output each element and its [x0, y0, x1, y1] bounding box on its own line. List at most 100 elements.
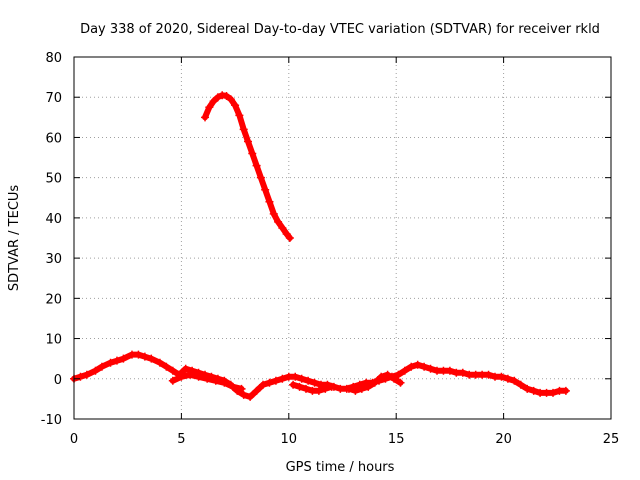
- data-point: [246, 392, 255, 401]
- data-point: [274, 217, 283, 226]
- data-point: [82, 370, 91, 379]
- y-tick-label: 70: [45, 91, 62, 106]
- data-point: [162, 362, 171, 371]
- y-tick-label: 0: [54, 373, 62, 388]
- data-point: [201, 113, 210, 122]
- data-point: [484, 370, 493, 379]
- data-point: [351, 386, 360, 395]
- y-tick-label: -10: [41, 413, 62, 428]
- y-tick-label: 40: [45, 212, 62, 227]
- x-tick-label: 10: [281, 432, 298, 447]
- data-point: [76, 372, 85, 381]
- data-point: [310, 378, 319, 387]
- data-point: [390, 374, 399, 383]
- y-tick-label: 80: [45, 51, 62, 66]
- series-arc-1: [201, 91, 294, 242]
- series-arc-2: [70, 350, 570, 401]
- axes: 0 5 10 15 20 25 -10 0 10 20 30 40 50 60 70 80: [41, 51, 620, 447]
- series-arc-5: [344, 370, 405, 395]
- data-point: [327, 382, 336, 391]
- data-point: [97, 362, 106, 371]
- data-point: [344, 384, 353, 393]
- data-point: [147, 354, 156, 363]
- data-point: [259, 380, 268, 389]
- data-point: [407, 362, 416, 371]
- data-point: [282, 229, 291, 238]
- data-point: [155, 358, 164, 367]
- data-point: [106, 358, 115, 367]
- data-point: [140, 352, 149, 361]
- y-tick-label: 10: [45, 333, 62, 348]
- x-tick-label: 20: [495, 432, 512, 447]
- data-point: [168, 376, 177, 385]
- data-point: [291, 372, 300, 381]
- data-point: [203, 374, 212, 383]
- data-point: [239, 125, 248, 134]
- data-point: [265, 197, 274, 206]
- data-point: [445, 366, 454, 375]
- data-point: [561, 386, 570, 395]
- data-point: [497, 372, 506, 381]
- data-point: [516, 380, 525, 389]
- data-point: [278, 374, 287, 383]
- series-arc-4: [289, 380, 336, 395]
- data-point: [231, 101, 240, 110]
- data-point: [523, 384, 532, 393]
- x-tick-label: 25: [603, 432, 620, 447]
- data-point: [377, 372, 386, 381]
- data-point: [218, 91, 227, 100]
- data-point: [289, 380, 298, 389]
- data-point: [211, 376, 220, 385]
- data-point: [370, 378, 379, 387]
- data-point: [168, 366, 177, 375]
- data-point: [357, 384, 366, 393]
- data-point: [237, 384, 246, 393]
- data-point: [265, 378, 274, 387]
- data-point: [252, 386, 261, 395]
- data-point: [269, 209, 278, 218]
- data-point: [209, 97, 218, 106]
- data-point: [248, 149, 257, 158]
- data-point: [400, 366, 409, 375]
- series-arc-3: [168, 370, 246, 393]
- x-tick-label: 0: [70, 432, 78, 447]
- data-point: [304, 376, 313, 385]
- data-point: [185, 370, 194, 379]
- data-point: [256, 173, 265, 182]
- data-point: [321, 384, 330, 393]
- data-point: [529, 386, 538, 395]
- data-point: [222, 92, 231, 101]
- data-point: [235, 111, 244, 120]
- y-tick-label: 20: [45, 292, 62, 307]
- data-point: [205, 103, 214, 112]
- y-axis-label: SDTVAR / TECUs: [7, 185, 22, 292]
- data-point: [383, 370, 392, 379]
- data-point: [181, 364, 190, 373]
- data-point: [510, 376, 519, 385]
- data-point: [285, 234, 294, 242]
- data-point: [252, 161, 261, 170]
- data-point: [549, 388, 558, 397]
- x-tick-label: 15: [388, 432, 405, 447]
- data-point: [458, 368, 467, 377]
- x-axis-label: GPS time / hours: [286, 460, 395, 475]
- data-point: [213, 93, 222, 102]
- data-point: [228, 382, 237, 391]
- data-point: [297, 374, 306, 383]
- data-point: [261, 185, 270, 194]
- data-point: [295, 382, 304, 391]
- data-point: [226, 95, 235, 104]
- grid: [74, 57, 611, 419]
- data-point: [239, 390, 248, 399]
- data-point: [394, 370, 403, 379]
- data-point: [278, 223, 287, 232]
- data-point: [243, 137, 252, 146]
- data-point: [91, 366, 100, 375]
- data-point: [194, 372, 203, 381]
- data-point: [177, 372, 186, 381]
- data-point: [301, 384, 310, 393]
- data-point: [426, 364, 435, 373]
- data-point: [112, 356, 121, 365]
- data-point: [503, 374, 512, 383]
